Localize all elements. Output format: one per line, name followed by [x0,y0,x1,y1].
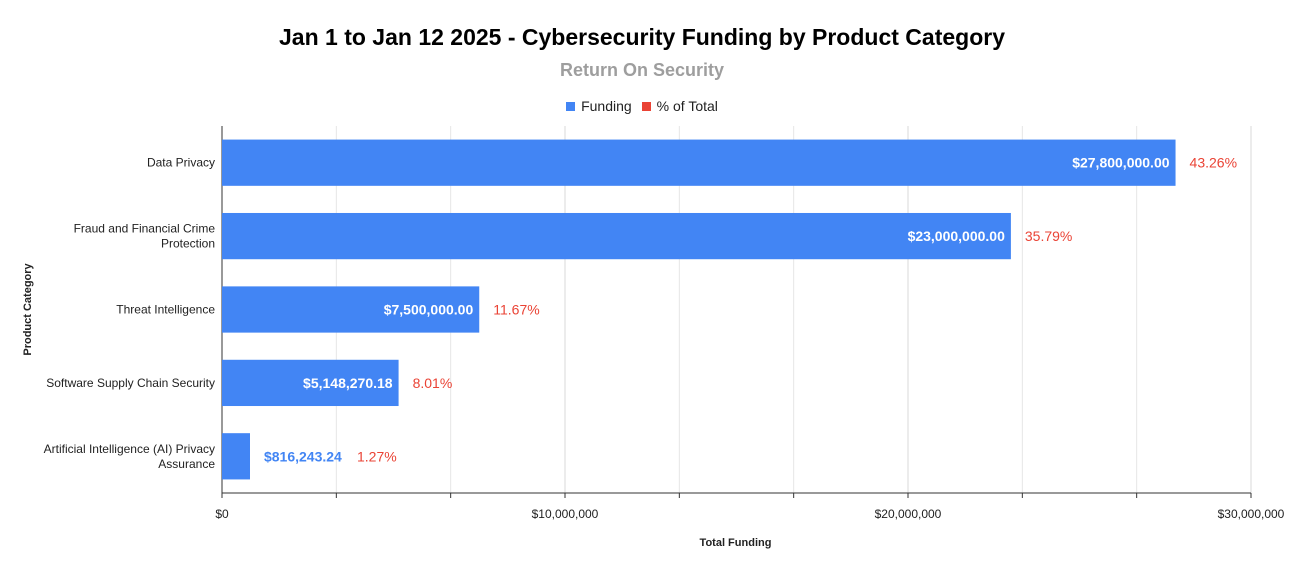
bar-value-label: $5,148,270.18 [303,375,393,391]
bar-funding [222,286,480,333]
x-axis-title: Total Funding [700,537,772,549]
chart-title: Jan 1 to Jan 12 2025 - Cybersecurity Fun… [279,24,1005,50]
y-category-label: Artificial Intelligence (AI) Privacy Assu… [44,442,216,471]
legend-label-funding: Funding [581,98,632,114]
legend-swatch-percent [641,101,651,111]
bar-percent-label: 1.27% [357,448,397,464]
bar-percent-label: 43.26% [1190,155,1237,171]
y-category-label: Software Supply Chain Security [46,376,215,390]
bar-value-label: $816,243.24 [264,448,342,464]
y-category-label: Threat Intelligence [116,303,215,317]
bar-percent-label: 11.67% [493,302,539,318]
bar-value-label: $7,500,000.00 [384,302,474,318]
y-category-label: Data Privacy [147,156,215,170]
chart-subtitle: Return On Security [559,60,725,80]
x-tick-label: $20,000,000 [875,507,942,521]
legend-item-percent[interactable]: % of Total [641,98,718,114]
y-category-label: Fraud and Financial Crime Protection [74,222,216,251]
legend-label-percent: % of Total [656,98,718,114]
bar-value-label: $23,000,000.00 [908,228,1006,244]
bar-funding [222,212,1011,260]
legend-swatch-funding [566,101,576,111]
bar-percent-label: 8.01% [413,375,453,391]
y-axis-title: Product Category [22,262,34,355]
bar-percent-label: 35.79% [1025,228,1072,244]
bar-funding [222,433,250,480]
x-tick-label: $10,000,000 [532,507,599,521]
x-tick-label: $0 [215,507,229,521]
bar-value-label: $27,800,000.00 [1072,155,1170,171]
bar-funding [222,139,1176,186]
chart-legend: Funding % of Total [0,98,1284,114]
x-tick-label: $30,000,000 [1218,507,1285,521]
legend-item-funding[interactable]: Funding [566,98,632,114]
bar-funding [222,359,399,407]
